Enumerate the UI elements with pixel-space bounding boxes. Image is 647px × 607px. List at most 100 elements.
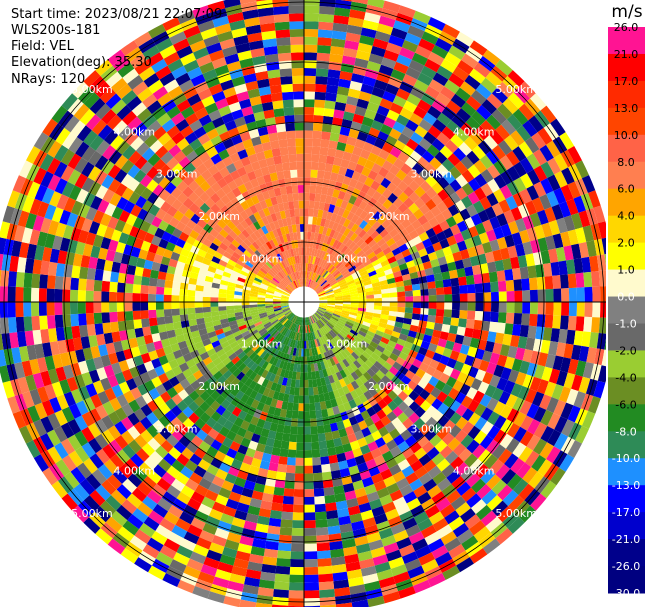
radar-gate: [556, 370, 568, 387]
radar-gate: [148, 302, 157, 311]
radar-gate: [436, 201, 448, 213]
radar-gate: [243, 430, 254, 441]
radar-gate: [466, 204, 478, 218]
radar-gate: [335, 362, 343, 372]
radar-gate: [492, 249, 503, 262]
radar-gate: [399, 107, 414, 120]
radar-gate: [378, 275, 387, 282]
radar-gate: [248, 351, 258, 360]
radar-gate: [270, 267, 278, 275]
radar-gate: [359, 219, 368, 230]
radar-gate: [528, 115, 544, 133]
radar-gate: [469, 458, 484, 473]
colorbar-swatch: [608, 350, 645, 378]
radar-gate: [204, 252, 214, 261]
radar-gate: [166, 125, 181, 139]
radar-gate: [335, 335, 343, 343]
radar-gate: [578, 210, 591, 228]
radar-gate: [431, 452, 445, 466]
radar-gate: [229, 573, 246, 585]
radar-gate: [597, 221, 606, 239]
radar-gate: [184, 459, 198, 473]
radar-gate: [386, 237, 396, 247]
radar-gate: [294, 473, 304, 482]
radar-gate: [526, 362, 538, 377]
radar-gate: [322, 326, 329, 334]
radar-gate: [289, 232, 295, 241]
radar-gate: [172, 498, 187, 512]
radar-gate: [253, 230, 262, 239]
radar-gate: [389, 335, 399, 344]
radar-gate: [264, 53, 279, 64]
radar-gate: [285, 409, 293, 419]
radar-gate: [322, 283, 331, 290]
radar-gate: [269, 221, 277, 231]
radar-gate: [265, 305, 274, 309]
radar-gate: [304, 192, 310, 201]
radar-gate: [0, 333, 4, 351]
radar-gate: [397, 412, 409, 424]
radar-gate: [427, 484, 442, 499]
radar-gate: [290, 216, 296, 225]
radar-gate: [192, 369, 204, 380]
radar-gate: [304, 387, 309, 396]
radar-gate: [102, 401, 115, 416]
radar-gate: [309, 355, 314, 365]
radar-gate: [386, 213, 397, 224]
radar-gate: [337, 263, 345, 271]
radar-gate: [305, 263, 309, 271]
radar-gate: [288, 441, 297, 450]
radar-gate: [317, 289, 325, 295]
radar-gate: [257, 7, 274, 17]
radar-gate: [486, 93, 503, 109]
radar-gate: [267, 286, 276, 291]
radar-gate: [177, 168, 190, 181]
radar-gate: [255, 260, 264, 268]
radar-gate: [120, 173, 134, 188]
radar-gate: [386, 109, 400, 122]
radar-gate: [333, 288, 342, 293]
radar-gate: [513, 411, 527, 427]
radar-gate: [123, 390, 136, 404]
radar-gate: [371, 259, 381, 267]
radar-gate: [205, 361, 216, 371]
radar-gate: [348, 195, 358, 205]
radar-gate: [346, 262, 355, 270]
radar-gate: [431, 181, 444, 195]
radar-gate: [152, 171, 165, 185]
radar-gate: [339, 70, 353, 81]
radar-gate: [420, 65, 437, 80]
radar-gate: [367, 423, 379, 435]
radar-gate: [304, 208, 309, 217]
radar-gate: [488, 321, 498, 333]
radar-gate: [566, 198, 579, 216]
radar-gate: [62, 224, 75, 240]
radar-gate: [285, 122, 296, 132]
radar-gate: [279, 146, 289, 156]
radar-gate: [296, 316, 300, 325]
radar-gate: [364, 283, 373, 290]
radar-gate: [383, 475, 397, 488]
radar-gate: [226, 293, 235, 299]
radar-gate: [123, 200, 136, 214]
radar-gate: [202, 139, 215, 152]
radar-gate: [472, 390, 485, 404]
radar-gate: [291, 331, 296, 340]
radar-gate: [261, 563, 277, 574]
radar-gate: [304, 333, 307, 342]
radar-gate: [265, 371, 273, 381]
radar-gate: [46, 275, 56, 289]
radar-gate: [96, 367, 108, 381]
radar-gate: [133, 421, 147, 435]
radar-gate: [179, 288, 188, 296]
radar-gate: [310, 340, 314, 349]
radar-gate: [231, 517, 246, 529]
radar-gate: [247, 338, 256, 347]
radar-gate: [76, 462, 92, 479]
radar-gate: [334, 308, 343, 313]
radar-gate: [0, 221, 11, 239]
radar-gate: [236, 502, 250, 513]
radar-gate: [542, 327, 553, 342]
radar-gate: [531, 132, 547, 150]
radar-gate: [180, 538, 197, 552]
